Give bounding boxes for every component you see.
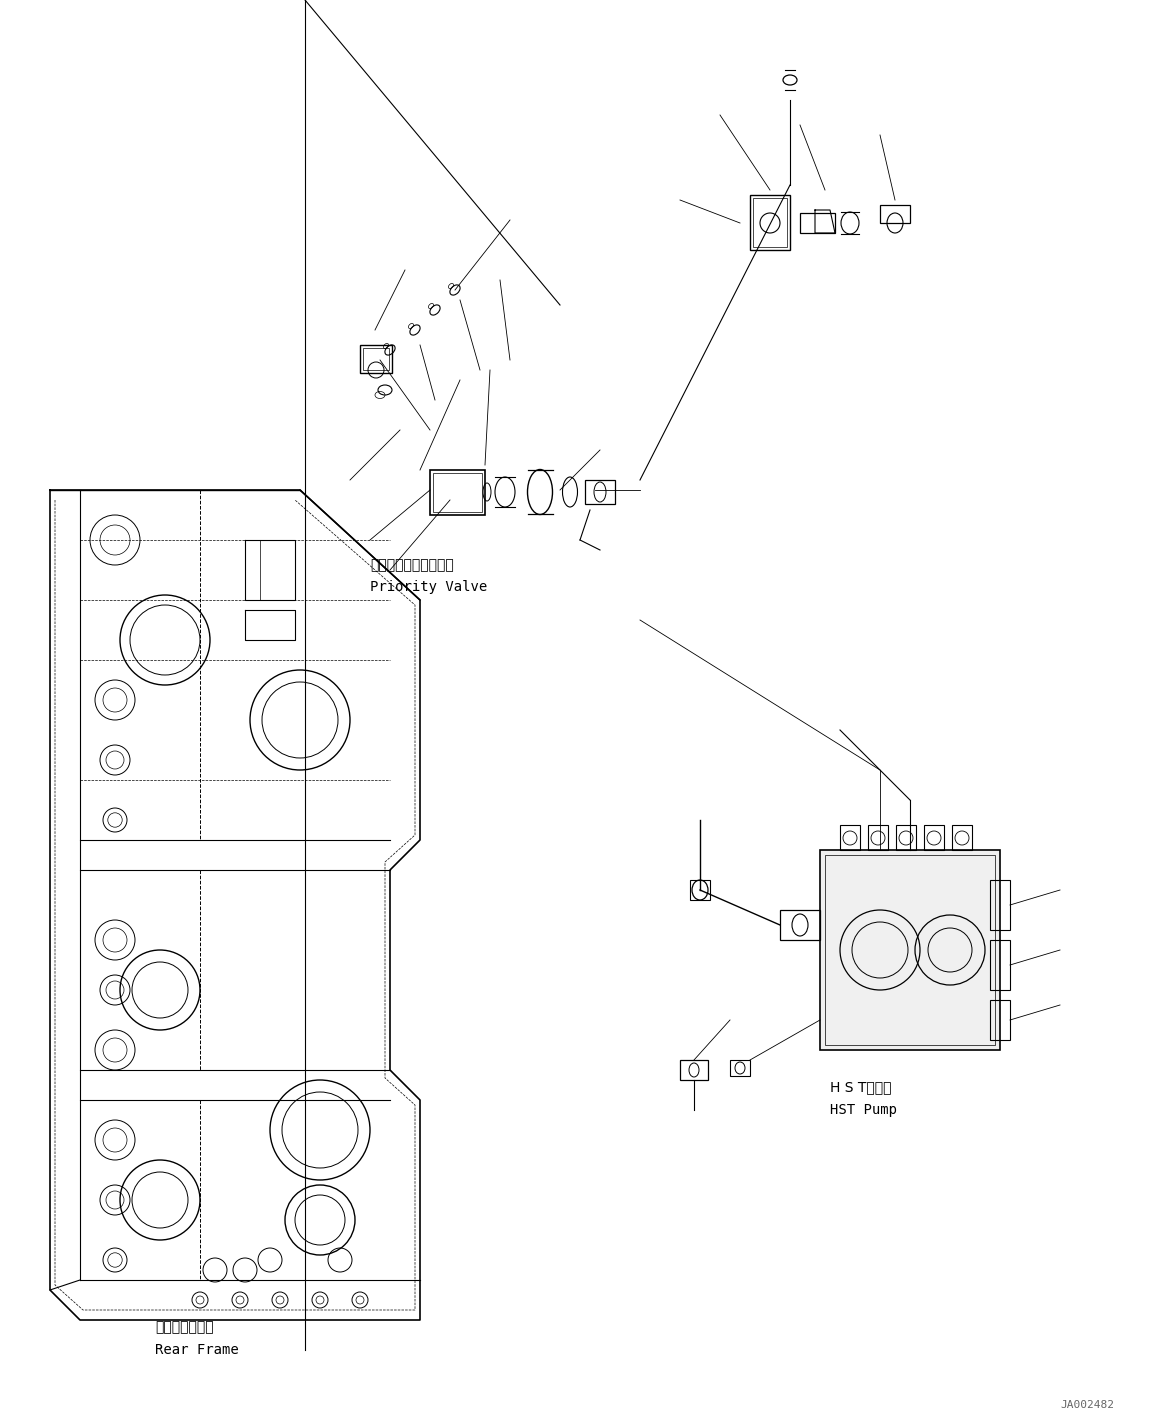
Text: JA002482: JA002482 bbox=[1059, 1400, 1114, 1409]
Bar bbox=[780, 910, 820, 940]
Bar bbox=[433, 474, 481, 512]
Text: H S Tポンプ: H S Tポンプ bbox=[830, 1081, 892, 1095]
Bar bbox=[990, 940, 1009, 990]
Bar bbox=[585, 481, 615, 503]
Text: Priority Valve: Priority Valve bbox=[370, 580, 487, 594]
Bar bbox=[730, 1061, 750, 1076]
Bar bbox=[825, 855, 996, 1045]
Text: プライオリティバルブ: プライオリティバルブ bbox=[370, 559, 454, 571]
Bar bbox=[363, 347, 388, 370]
Text: Rear Frame: Rear Frame bbox=[155, 1343, 238, 1357]
Bar bbox=[990, 1000, 1009, 1039]
Bar bbox=[923, 825, 944, 849]
Bar bbox=[868, 825, 889, 849]
Bar bbox=[880, 206, 909, 223]
Bar bbox=[840, 825, 859, 849]
Bar bbox=[952, 825, 972, 849]
Bar bbox=[820, 849, 1000, 1049]
Bar bbox=[800, 213, 835, 233]
Text: リヤーフレーム: リヤーフレーム bbox=[155, 1320, 214, 1334]
Bar bbox=[990, 881, 1009, 930]
Bar bbox=[896, 825, 916, 849]
Bar bbox=[752, 199, 787, 247]
Bar bbox=[750, 196, 790, 250]
Bar bbox=[430, 469, 485, 515]
Bar bbox=[690, 881, 709, 900]
Bar bbox=[680, 1061, 708, 1081]
Bar bbox=[361, 345, 392, 373]
Text: HST Pump: HST Pump bbox=[830, 1103, 897, 1117]
